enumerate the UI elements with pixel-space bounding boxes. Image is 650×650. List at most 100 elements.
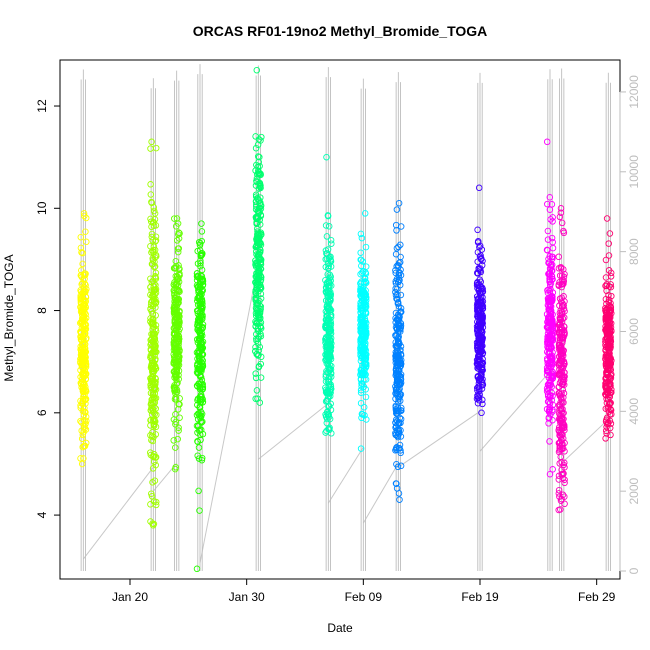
data-point — [359, 353, 366, 361]
data-point — [149, 395, 156, 403]
data-point — [546, 405, 554, 413]
data-point — [602, 256, 610, 264]
data-point — [323, 313, 331, 320]
data-point — [81, 352, 89, 360]
data-point — [151, 330, 159, 338]
data-point — [397, 352, 405, 359]
data-point — [149, 247, 156, 255]
chart-title: ORCAS RF01-19no2 Methyl_Bromide_TOGA — [193, 23, 488, 39]
data-point — [325, 413, 333, 421]
data-point — [77, 336, 85, 343]
data-point — [602, 352, 610, 359]
data-point — [257, 374, 265, 381]
data-point — [194, 307, 202, 315]
data-point — [474, 239, 482, 246]
data-point — [196, 393, 204, 400]
data-point — [256, 263, 263, 271]
data-point — [607, 360, 615, 368]
data-point — [560, 280, 567, 288]
data-point — [198, 297, 206, 305]
data-point — [175, 424, 182, 431]
data-point — [147, 518, 154, 525]
data-point — [148, 432, 156, 440]
data-point — [152, 275, 160, 282]
data-point — [81, 391, 88, 399]
data-point — [147, 145, 154, 152]
data-point — [195, 292, 203, 300]
data-point — [77, 233, 85, 241]
data-point — [148, 138, 155, 146]
data-point — [324, 389, 331, 396]
data-point — [328, 240, 335, 247]
data-point — [81, 305, 88, 312]
data-point — [477, 374, 484, 382]
data-point — [546, 470, 554, 478]
data-point — [556, 279, 563, 286]
data-point — [557, 209, 565, 216]
data-point — [175, 316, 182, 323]
data-point — [256, 153, 263, 161]
data-point — [147, 354, 154, 361]
data-point — [175, 335, 183, 343]
data-point — [362, 364, 370, 371]
data-point — [252, 263, 260, 270]
data-point — [392, 419, 399, 426]
data-point — [172, 396, 180, 403]
data-point — [607, 336, 614, 343]
data-point — [556, 443, 564, 450]
data-point — [254, 395, 261, 402]
data-point — [362, 376, 370, 383]
data-point — [557, 405, 565, 413]
data-point — [603, 423, 610, 431]
data-point — [357, 280, 364, 287]
data-point — [172, 374, 180, 381]
data-point — [556, 362, 563, 369]
data-point — [198, 237, 205, 245]
x-tick-label: Jan 20 — [112, 590, 148, 604]
data-point — [152, 289, 160, 297]
data-point — [558, 355, 566, 362]
data-point — [199, 325, 206, 332]
data-point — [198, 456, 206, 464]
data-point — [193, 411, 201, 419]
data-point — [327, 327, 334, 334]
data-point — [252, 144, 260, 152]
data-point — [393, 373, 401, 381]
data-point — [327, 347, 334, 354]
data-point — [148, 492, 156, 500]
data-point — [397, 241, 404, 249]
data-point — [604, 388, 611, 395]
data-point — [392, 221, 400, 229]
data-point — [556, 391, 564, 398]
data-point — [476, 391, 483, 398]
data-point — [149, 315, 156, 323]
plot-frame — [59, 59, 621, 580]
data-point — [476, 306, 483, 313]
data-point — [544, 357, 551, 364]
data-point — [148, 199, 156, 207]
data-point — [559, 380, 566, 388]
data-point — [607, 406, 615, 414]
data-point — [325, 379, 333, 386]
y2-tick-label: 10000 — [627, 155, 641, 189]
data-point — [150, 246, 157, 254]
data-point — [393, 245, 401, 252]
data-point — [173, 376, 180, 384]
data-point — [476, 387, 483, 395]
data-point — [475, 184, 483, 192]
data-point — [256, 343, 264, 351]
data-point — [396, 441, 404, 449]
data-point — [549, 316, 556, 324]
data-point — [396, 496, 403, 503]
x-axis-label: Date — [327, 621, 353, 635]
data-point — [151, 345, 158, 352]
data-point — [194, 273, 201, 281]
y-tick-label: 4 — [35, 511, 49, 518]
data-point — [361, 346, 368, 354]
data-point — [395, 430, 403, 437]
data-point — [171, 330, 178, 337]
data-point — [548, 201, 556, 208]
data-point — [80, 442, 88, 450]
data-point — [476, 350, 483, 358]
